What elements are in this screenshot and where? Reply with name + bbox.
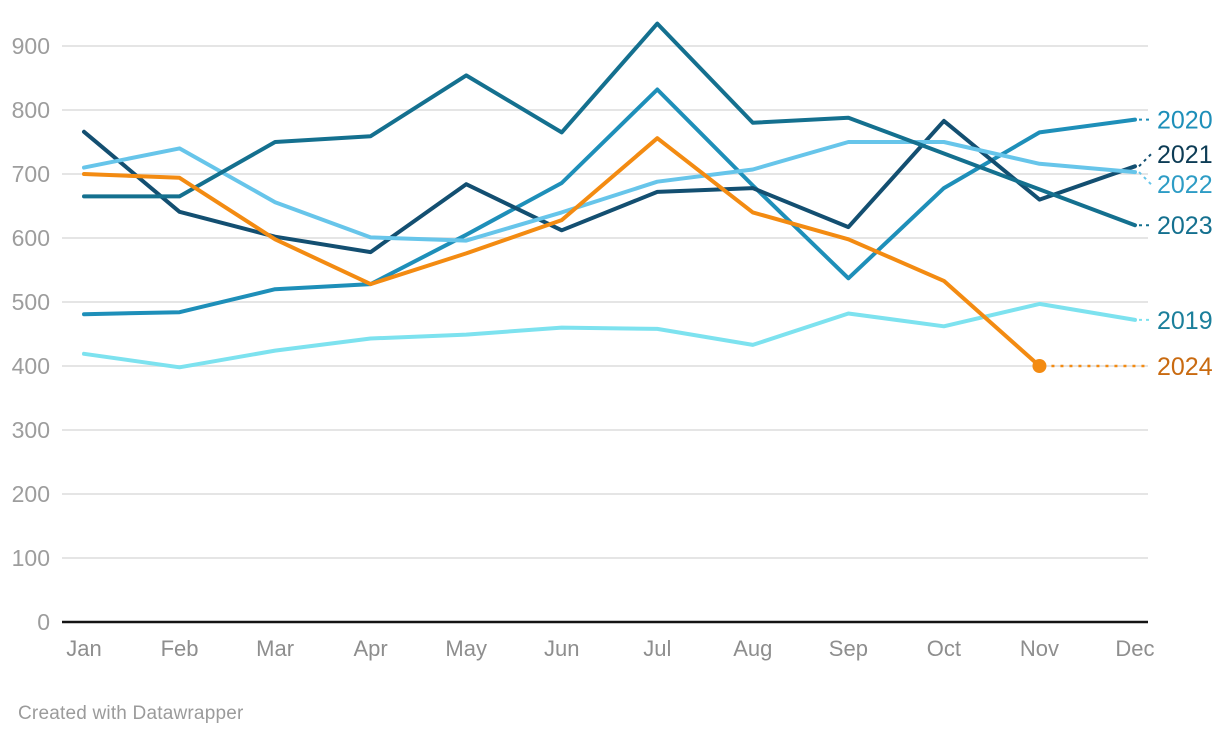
y-tick-label-500: 500: [12, 289, 50, 315]
y-tick-label-400: 400: [12, 353, 50, 379]
x-tick-label-aug: Aug: [733, 636, 772, 661]
y-tick-label-100: 100: [12, 545, 50, 571]
series-label-2019: 2019: [1157, 307, 1213, 335]
series-label-2023: 2023: [1157, 212, 1213, 240]
y-tick-label-300: 300: [12, 417, 50, 443]
y-tick-label-800: 800: [12, 97, 50, 123]
x-tick-label-may: May: [445, 636, 487, 661]
series-line-2020: [82, 87, 1137, 317]
end-marker-2024: [1032, 359, 1047, 373]
label-connector-2021: [1138, 153, 1152, 168]
x-tick-label-dec: Dec: [1115, 636, 1154, 661]
y-tick-label-600: 600: [12, 225, 50, 251]
y-tick-label-200: 200: [12, 481, 50, 507]
x-tick-label-mar: Mar: [256, 636, 294, 661]
series-label-2021: 2021: [1157, 141, 1213, 169]
x-tick-label-oct: Oct: [927, 636, 961, 661]
x-tick-label-jan: Jan: [66, 636, 101, 661]
y-tick-label-900: 900: [12, 33, 50, 59]
label-connector-2022: [1138, 171, 1152, 185]
x-tick-label-apr: Apr: [354, 636, 388, 661]
x-tick-label-sep: Sep: [829, 636, 868, 661]
x-tick-label-jun: Jun: [544, 636, 579, 661]
x-tick-label-nov: Nov: [1020, 636, 1059, 661]
y-tick-label-0: 0: [37, 609, 50, 635]
series-label-2022: 2022: [1157, 171, 1213, 199]
series-line-2024: [82, 136, 1042, 368]
credit-footer: Created with Datawrapper: [18, 703, 244, 725]
series-line-2021: [82, 118, 1137, 255]
x-tick-label-jul: Jul: [643, 636, 671, 661]
credit-text: Created with Datawrapper: [18, 703, 244, 724]
x-tick-label-feb: Feb: [161, 636, 199, 661]
series-line-2023: [82, 21, 1137, 228]
series-label-2020: 2020: [1157, 107, 1213, 135]
y-tick-label-700: 700: [12, 161, 50, 187]
series-label-2024: 2024: [1157, 353, 1213, 381]
series-line-2019: [82, 301, 1137, 370]
series-line-2022: [82, 140, 1137, 243]
